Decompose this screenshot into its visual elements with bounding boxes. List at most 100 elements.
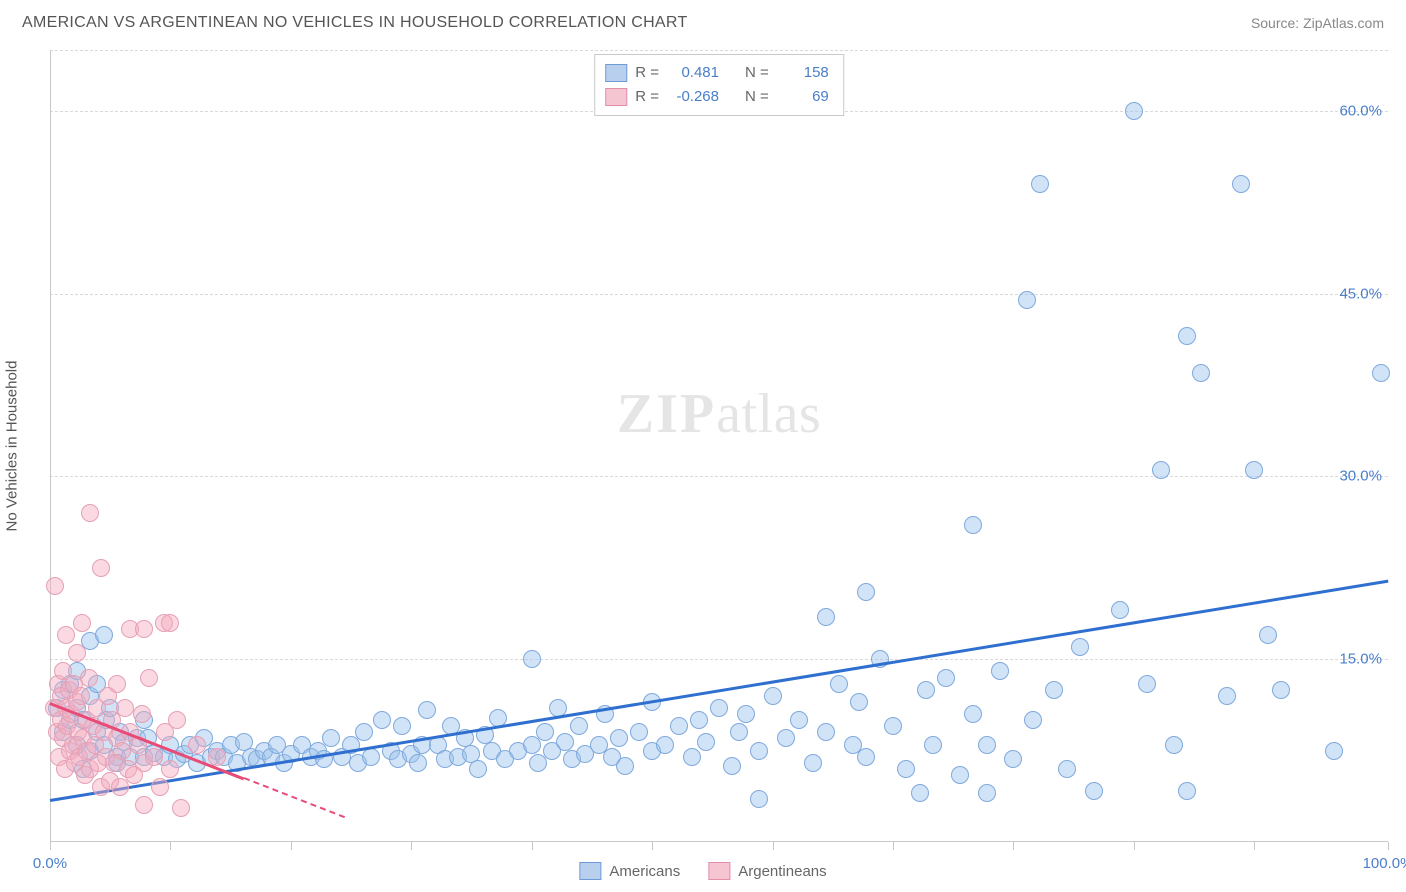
data-point [1111,601,1129,619]
gridline [50,659,1388,660]
data-point [1004,750,1022,768]
data-point [92,559,110,577]
x-tick [532,842,533,850]
gridline [50,50,1388,51]
data-point [135,620,153,638]
data-point [1024,711,1042,729]
legend-swatch [605,64,627,82]
data-point [737,705,755,723]
source-attribution: Source: ZipAtlas.com [1251,15,1384,31]
data-point [168,711,186,729]
data-point [1272,681,1290,699]
data-point [393,717,411,735]
x-tick [291,842,292,850]
data-point [817,723,835,741]
data-point [81,504,99,522]
data-point [804,754,822,772]
data-point [161,760,179,778]
data-point [1165,736,1183,754]
data-point [978,784,996,802]
legend-label: Americans [609,863,680,880]
data-point [1325,742,1343,760]
data-point [57,626,75,644]
data-point [790,711,808,729]
data-point [73,614,91,632]
data-point [750,790,768,808]
data-point [777,729,795,747]
data-point [616,757,634,775]
data-point [469,760,487,778]
data-point [1045,681,1063,699]
data-point [723,757,741,775]
x-tick [1254,842,1255,850]
data-point [1058,760,1076,778]
data-point [536,723,554,741]
x-tick [50,842,51,850]
data-point [1192,364,1210,382]
data-point [188,736,206,754]
data-point [991,662,1009,680]
x-tick [1134,842,1135,850]
x-tick [1013,842,1014,850]
data-point [1125,102,1143,120]
stat-n-label: N = [745,85,769,109]
stat-r-value: -0.268 [667,85,719,109]
data-point [911,784,929,802]
data-point [322,729,340,747]
data-point [917,681,935,699]
y-axis-label: No Vehicles in Household [4,361,21,532]
data-point [730,723,748,741]
x-tick [652,842,653,850]
data-point [1259,626,1277,644]
y-tick-label: 45.0% [1339,285,1382,302]
data-point [145,748,163,766]
gridline [50,294,1388,295]
data-point [570,717,588,735]
data-point [133,705,151,723]
legend-item: Argentineans [708,862,826,880]
x-axis [50,841,1388,842]
stat-n-label: N = [745,61,769,85]
data-point [683,748,701,766]
x-tick [773,842,774,850]
data-point [951,766,969,784]
legend-swatch [579,862,601,880]
data-point [1178,327,1196,345]
data-point [523,650,541,668]
legend-swatch [708,862,730,880]
data-point [830,675,848,693]
data-point [1232,175,1250,193]
data-point [161,614,179,632]
data-point [95,626,113,644]
data-point [1218,687,1236,705]
plot-area: 15.0%30.0%45.0%60.0%0.0%100.0% ZIPatlas … [50,50,1388,842]
data-point [68,644,86,662]
data-point [418,701,436,719]
y-tick-label: 30.0% [1339,468,1382,485]
x-tick-label: 100.0% [1363,855,1406,872]
stat-n-value: 69 [777,85,829,109]
data-point [817,608,835,626]
legend-label: Argentineans [738,863,826,880]
y-axis [50,50,51,842]
data-point [208,748,226,766]
data-point [1372,364,1390,382]
data-point [610,729,628,747]
data-point [690,711,708,729]
data-point [409,754,427,772]
x-tick [170,842,171,850]
data-point [670,717,688,735]
data-point [750,742,768,760]
y-tick-label: 15.0% [1339,651,1382,668]
correlation-stats-box: R =0.481N =158R =-0.268N =69 [594,54,844,116]
data-point [172,799,190,817]
data-point [1085,782,1103,800]
data-point [108,675,126,693]
legend-item: Americans [579,862,680,880]
data-point [630,723,648,741]
data-point [1152,461,1170,479]
data-point [1018,291,1036,309]
data-point [857,748,875,766]
data-point [151,778,169,796]
stat-r-label: R = [635,61,659,85]
